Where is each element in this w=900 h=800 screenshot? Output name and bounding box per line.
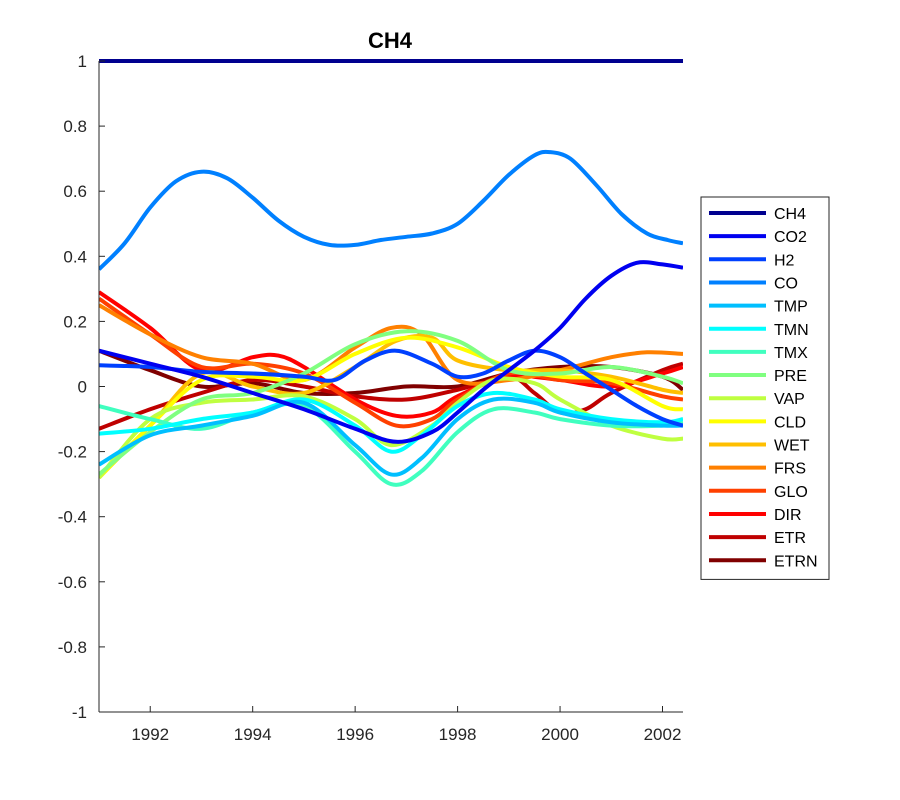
legend-label: TMP	[774, 299, 808, 316]
legend-entry-dir: DIR	[709, 507, 802, 524]
legend-entry-tmp: TMP	[709, 299, 808, 316]
y-tick-label: 0.2	[63, 312, 87, 331]
legend-label: ETRN	[774, 553, 818, 570]
series-line-co	[99, 149, 683, 271]
legend-label: VAP	[774, 391, 805, 408]
legend-label: CH4	[774, 206, 806, 223]
x-tick-label: 1992	[131, 725, 169, 744]
y-tick-label: 0.4	[63, 247, 87, 266]
y-tick-label: 0	[78, 378, 87, 397]
legend-entry-tmx: TMX	[709, 345, 808, 362]
legend-label: DIR	[774, 507, 802, 524]
series-line-etr	[99, 361, 683, 431]
legend-entry-wet: WET	[709, 438, 810, 455]
y-tick-label: -0.4	[58, 508, 87, 527]
legend-label: CO	[774, 275, 798, 292]
chart-title: CH4	[368, 28, 413, 53]
series-line-cld	[99, 335, 683, 480]
series-line-pre	[99, 329, 683, 476]
y-tick-label: -0.6	[58, 573, 87, 592]
plot-area	[99, 59, 683, 487]
legend-label: ETR	[774, 530, 806, 547]
legend-label: H2	[774, 252, 795, 269]
legend-entry-pre: PRE	[709, 368, 807, 385]
series-line-glo	[99, 296, 683, 429]
legend-label: TMX	[774, 345, 808, 362]
x-tick-label: 2002	[644, 725, 682, 744]
x-tick-label: 1998	[439, 725, 477, 744]
y-tick-label: -0.2	[58, 443, 87, 462]
legend-entry-co: CO	[709, 275, 798, 292]
y-tick-label: -0.8	[58, 638, 87, 657]
legend-entry-vap: VAP	[709, 391, 805, 408]
x-tick-label: 2000	[541, 725, 579, 744]
legend-label: FRS	[774, 461, 806, 478]
y-tick-label: 1	[78, 52, 87, 71]
legend-label: GLO	[774, 484, 808, 501]
y-tick-label: -1	[72, 703, 87, 722]
x-tick-label: 1994	[234, 725, 272, 744]
legend-label: WET	[774, 438, 810, 455]
legend-entry-tmn: TMN	[709, 322, 809, 339]
legend: CH4 CO2 H2 CO TMP TMN TMX PRE VAP CLD WET FRS GLO DIR…	[700, 196, 830, 580]
legend-label: CO2	[774, 229, 807, 246]
series-line-frs	[99, 303, 683, 386]
axes: 1 0.8 0.6 0.4 0.2 0 -0.2 -0.4 -0.6 -0.8 -1 1992 1994…	[58, 52, 683, 744]
legend-entry-glo: GLO	[709, 484, 808, 501]
legend-entry-ch4: CH4	[709, 206, 806, 223]
series-line-co2	[99, 260, 683, 444]
legend-entry-frs: FRS	[709, 461, 806, 478]
legend-entry-cld: CLD	[709, 414, 806, 431]
series-line-h2	[99, 348, 683, 428]
legend-entry-h2: H2	[709, 252, 795, 269]
series-line-tmx	[99, 401, 683, 487]
legend-label: PRE	[774, 368, 807, 385]
y-tick-label: 0.8	[63, 117, 87, 136]
x-tick-label: 1996	[336, 725, 374, 744]
legend-label: TMN	[774, 322, 809, 339]
y-tick-label: 0.6	[63, 182, 87, 201]
series-lines	[99, 59, 683, 487]
legend-entry-etrn: ETRN	[709, 553, 818, 570]
legend-label: CLD	[774, 414, 806, 431]
legend-box	[700, 196, 830, 580]
series-line-tmp	[99, 396, 683, 477]
legend-entry-etr: ETR	[709, 530, 806, 547]
legend-entry-co2: CO2	[709, 229, 807, 246]
